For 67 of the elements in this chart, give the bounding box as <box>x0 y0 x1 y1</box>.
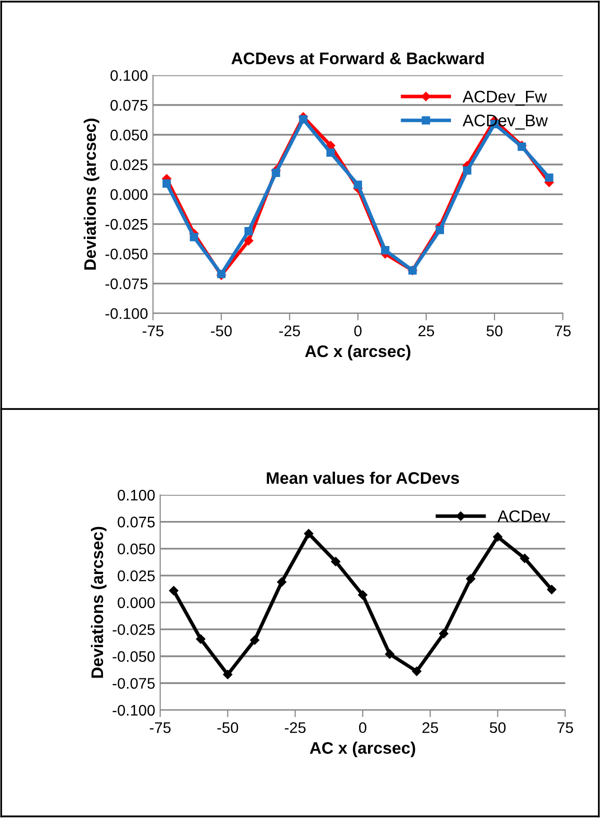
y-tick-label: -0.075 <box>106 278 148 290</box>
point <box>385 649 394 659</box>
x-tick-label: 25 <box>418 326 434 336</box>
y-tick-label: -0.025 <box>106 218 148 230</box>
point <box>244 236 254 246</box>
x-tick-label: -25 <box>284 722 306 734</box>
x-axis-title: AC x (arcsec) <box>310 742 416 758</box>
y-tick-label: -0.100 <box>106 308 148 319</box>
point <box>196 634 206 644</box>
x-tick-label: 0 <box>359 722 366 734</box>
y-tick-label: -0.050 <box>112 651 155 662</box>
chart-title: ACDevs at Forward & Backward <box>231 52 484 64</box>
y-axis-title: Deviations (arcsec) <box>90 526 106 678</box>
y-tick-label: 0.000 <box>118 597 155 608</box>
point <box>277 577 286 587</box>
point <box>439 629 448 638</box>
x-tick-label: -50 <box>217 722 238 734</box>
y-tick-label: -0.025 <box>112 624 155 636</box>
point <box>493 532 502 542</box>
x-tick-label: 25 <box>422 722 438 734</box>
x-tick-label: 75 <box>555 326 571 336</box>
x-axis-title: AC x (arcsec) <box>305 344 410 360</box>
point <box>162 179 171 188</box>
x-tick-label: -75 <box>142 326 164 336</box>
y-tick-label: 0.050 <box>110 130 148 140</box>
point <box>436 226 444 234</box>
point <box>520 554 530 563</box>
x-tick-label: -25 <box>279 326 300 336</box>
point <box>358 590 368 600</box>
point <box>354 180 362 189</box>
point <box>250 635 260 645</box>
y-tick-label: 0.100 <box>118 490 155 501</box>
x-tick-label: 75 <box>557 722 574 734</box>
point <box>547 584 556 594</box>
chart-title: Mean values for ACDevs <box>266 472 459 484</box>
legend-label: ACDev_Fw <box>462 90 547 106</box>
x-tick-label: -50 <box>210 326 232 336</box>
point <box>244 227 253 236</box>
y-tick-label: -0.100 <box>112 704 155 716</box>
x-tick-label: -75 <box>150 722 171 734</box>
point <box>326 148 335 157</box>
point <box>304 528 314 538</box>
point <box>272 168 280 178</box>
y-tick-label: 0.025 <box>118 570 155 582</box>
x-tick-label: 0 <box>354 326 362 336</box>
point <box>466 574 476 584</box>
point <box>412 666 422 676</box>
y-tick-label: 0.075 <box>118 516 155 528</box>
y-tick-label: 0.050 <box>118 544 155 554</box>
point <box>299 115 308 124</box>
y-axis-title: Deviations (arcsec) <box>84 118 100 270</box>
point <box>223 670 232 680</box>
legend-label: ACDev <box>497 510 550 522</box>
y-tick-label: 0.025 <box>110 159 148 170</box>
y-tick-label: 0.100 <box>110 70 148 81</box>
y-tick-label: -0.050 <box>106 248 148 260</box>
y-tick-label: 0.075 <box>110 100 148 111</box>
x-tick-label: 50 <box>490 722 506 734</box>
point <box>331 556 340 566</box>
point <box>190 232 198 242</box>
point <box>544 173 554 182</box>
point <box>169 586 178 596</box>
point <box>381 246 390 254</box>
y-tick-label: 0.000 <box>110 189 148 200</box>
point <box>463 166 472 175</box>
x-tick-label: 50 <box>486 326 502 336</box>
y-tick-label: -0.075 <box>112 678 155 689</box>
